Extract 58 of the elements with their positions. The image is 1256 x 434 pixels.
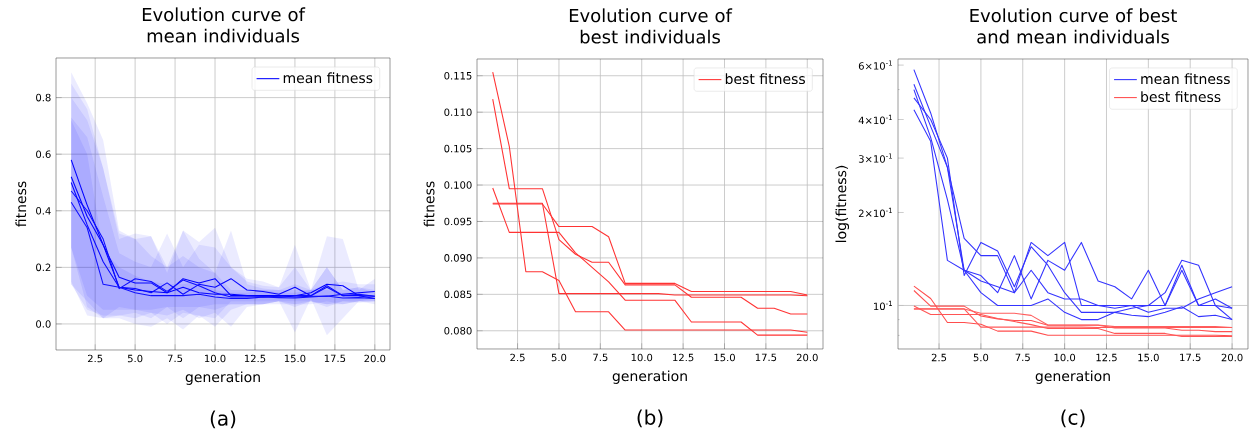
x-axis-title: generation <box>1035 370 1110 384</box>
x-tick-label: 7.5 <box>1015 353 1030 362</box>
x-tick-label: 2.5 <box>510 353 525 362</box>
text: (c) <box>1061 409 1085 428</box>
x-tick-label: 7.5 <box>593 353 608 362</box>
y-tick-label: 0.2 <box>36 263 51 272</box>
x-axis-title: generation <box>612 370 687 384</box>
x-axis-title: generation <box>185 371 260 385</box>
text: (a) <box>210 410 236 429</box>
y-tick-label: 0.8 <box>36 93 51 102</box>
text: (b) <box>637 409 663 428</box>
x-tick-label: 5.0 <box>127 354 143 363</box>
y-tick-label: 6×10$^{-1}$ <box>858 60 892 70</box>
x-tick-label: 15.0 <box>284 354 306 363</box>
y-tick-label: 0.0 <box>36 320 51 328</box>
legend-label: best fitness <box>725 73 805 85</box>
y-tick-label: 2×10$^{-1}$ <box>858 207 892 218</box>
x-tick-label: 12.5 <box>673 353 694 362</box>
y-tick-label: 0.105 <box>444 144 472 153</box>
y-axis-title: log(fitness) <box>835 165 850 242</box>
x-tick-label: 10.0 <box>205 354 226 363</box>
x-tick-label: 17.5 <box>755 353 777 362</box>
x-tick-label: 12.5 <box>1096 353 1117 362</box>
x-tick-label: 20.0 <box>796 353 818 362</box>
x-tick-label: 20.0 <box>364 354 386 363</box>
chart-title: Evolution curve of mean individuals <box>142 7 306 43</box>
legend-label: best fitness <box>1141 91 1221 103</box>
x-tick-label: 10.0 <box>1054 353 1076 362</box>
y-tick-label: 0.080 <box>444 326 472 335</box>
x-tick-label: 2.5 <box>931 353 947 362</box>
x-tick-label: 5.0 <box>973 353 989 362</box>
chart-title: Evolution curve of best individuals <box>569 8 733 44</box>
x-tick-label: 7.5 <box>167 354 183 363</box>
x-tick-label: 2.5 <box>87 354 103 363</box>
chart-title: Evolution curve of best and mean individuals <box>970 8 1177 44</box>
y-axis-title: fitness <box>423 181 435 227</box>
legend-label: mean fitness <box>283 72 373 84</box>
y-tick-label: 0.090 <box>444 254 472 262</box>
y-tick-label: 0.095 <box>444 217 472 226</box>
x-tick-label: 20.0 <box>1221 353 1243 362</box>
x-tick-label: 12.5 <box>244 354 266 363</box>
y-tick-label: 0.6 <box>36 150 51 158</box>
y-tick-label: 0.085 <box>444 290 472 299</box>
y-axis-title: fitness <box>15 181 27 227</box>
y-tick-label: 0.110 <box>444 108 472 116</box>
x-tick-label: 15.0 <box>1138 353 1159 362</box>
x-tick-label: 17.5 <box>324 354 346 363</box>
x-tick-label: 17.5 <box>1180 353 1201 362</box>
x-tick-label: 15.0 <box>714 353 735 362</box>
y-tick-label: 0.100 <box>444 181 472 189</box>
y-tick-label: 0.115 <box>444 71 472 80</box>
y-tick-label: 10$^{-1}$ <box>874 300 892 311</box>
x-tick-label: 10.0 <box>631 353 653 362</box>
x-tick-label: 5.0 <box>551 353 567 362</box>
y-tick-label: 0.4 <box>36 206 51 215</box>
y-tick-label: 3×10$^{-1}$ <box>858 153 892 163</box>
y-tick-label: 4×10$^{-1}$ <box>858 114 892 125</box>
legend-label: mean fitness <box>1141 73 1230 85</box>
